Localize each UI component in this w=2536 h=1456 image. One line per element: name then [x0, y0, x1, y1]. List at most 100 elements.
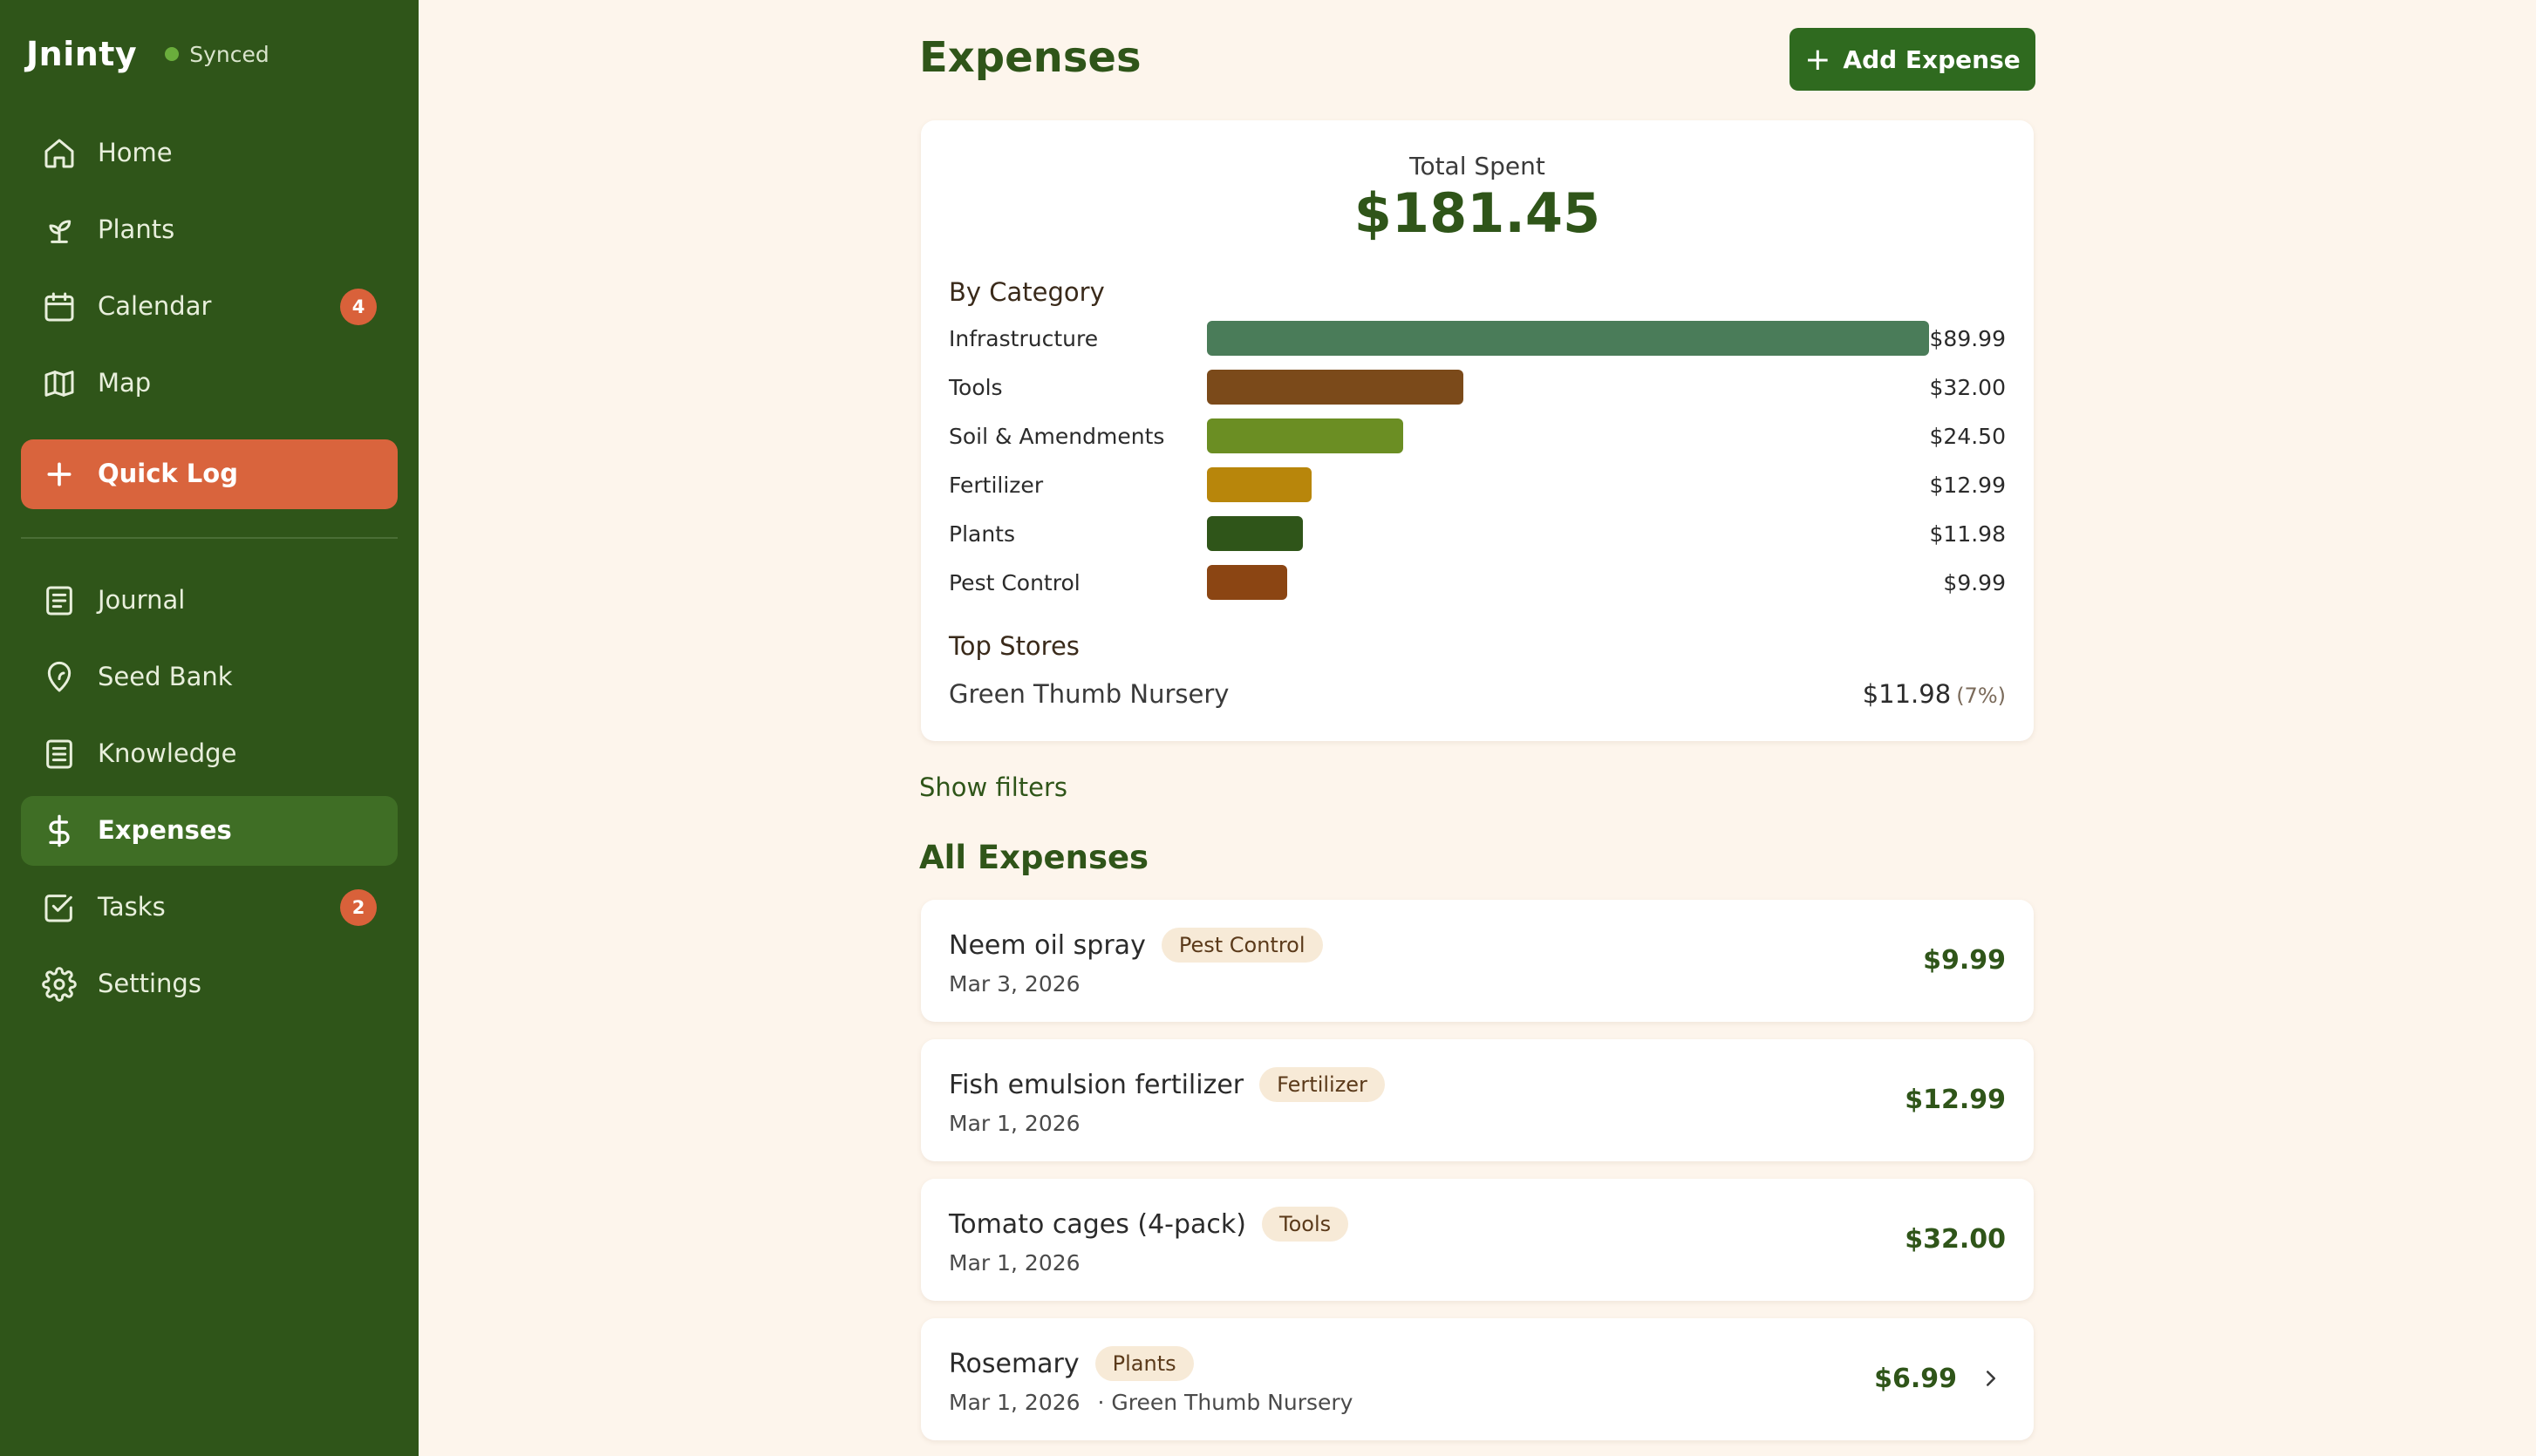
sidebar-item-home[interactable]: Home [21, 119, 398, 188]
category-row: Soil & Amendments $24.50 [949, 418, 2006, 453]
sync-status-dot [165, 47, 180, 61]
category-row: Fertilizer $12.99 [949, 467, 2006, 502]
expense-category-tag: Pest Control [1161, 928, 1323, 963]
journal-icon [42, 583, 77, 618]
expense-meta: Mar 1, 2026 [949, 1250, 1081, 1276]
brand: Jninty Synced [26, 35, 269, 73]
book-icon [42, 737, 77, 772]
category-name: Plants [949, 521, 1016, 547]
sidebar-divider [21, 537, 398, 539]
top-store-percent: (7%) [1956, 684, 2006, 708]
home-icon [42, 136, 77, 171]
category-name: Pest Control [949, 570, 1081, 595]
category-bar [1207, 370, 1463, 405]
add-expense-button[interactable]: + Add Expense [1790, 28, 2035, 91]
category-name: Infrastructure [949, 326, 1099, 351]
add-expense-label: Add Expense [1843, 44, 2021, 74]
quick-log-label: Quick Log [98, 459, 238, 488]
page-title: Expenses [919, 33, 1142, 82]
category-bar [1207, 467, 1312, 502]
sidebar: Jninty Synced Home Plants Calend [0, 0, 419, 1456]
show-filters-link[interactable]: Show filters [919, 772, 1068, 802]
map-icon [42, 366, 77, 401]
expense-amount: $9.99 [1923, 945, 2006, 976]
sidebar-item-map[interactable]: Map [21, 349, 398, 418]
sidebar-item-label: Knowledge [98, 738, 237, 768]
expense-title-row: Neem oil spray Pest Control [949, 928, 1323, 963]
expense-summary-card: Total Spent $181.45 By Category Infrastr… [921, 120, 2034, 741]
sidebar-item-knowledge[interactable]: Knowledge [21, 719, 398, 789]
category-bar [1207, 321, 1929, 356]
expense-date: Mar 1, 2026 [949, 1111, 1081, 1136]
expense-name: Rosemary [949, 1348, 1080, 1379]
total-spent-label: Total Spent [1409, 152, 1545, 180]
expense-amount: $32.00 [1905, 1224, 2006, 1255]
expense-category-tag: Fertilizer [1259, 1067, 1385, 1102]
expense-meta: Mar 1, 2026 [949, 1111, 1081, 1136]
top-store-total: $11.98 [1862, 679, 1952, 709]
expense-name: Tomato cages (4-pack) [949, 1208, 1247, 1240]
category-name: Soil & Amendments [949, 424, 1165, 449]
category-row: Infrastructure $89.99 [949, 321, 2006, 356]
category-name: Fertilizer [949, 473, 1044, 498]
category-amount: $12.99 [1929, 473, 2006, 498]
sidebar-item-label: Journal [98, 585, 186, 615]
expense-date: Mar 3, 2026 [949, 971, 1081, 997]
expense-title-row: Fish emulsion fertilizer Fertilizer [949, 1067, 1385, 1102]
expense-list-item[interactable]: Tomato cages (4-pack) Tools Mar 1, 2026 … [921, 1179, 2034, 1301]
expense-list-item[interactable]: Rosemary Plants Mar 1, 2026 · Green Thum… [921, 1318, 2034, 1440]
expense-store: · Green Thumb Nursery [1097, 1390, 1353, 1415]
sidebar-item-label: Seed Bank [98, 662, 233, 691]
sidebar-item-tasks[interactable]: Tasks 2 [21, 873, 398, 942]
expense-meta: Mar 1, 2026 · Green Thumb Nursery [949, 1390, 1353, 1415]
plus-icon [42, 457, 77, 492]
sidebar-item-plants[interactable]: Plants [21, 195, 398, 265]
quick-log-button[interactable]: Quick Log [21, 439, 398, 509]
expense-amount: $6.99 [1874, 1364, 1957, 1394]
top-store-amount: $11.98 (7%) [1863, 679, 2006, 709]
expense-date: Mar 1, 2026 [949, 1250, 1081, 1276]
app-logo[interactable]: Jninty [26, 35, 138, 73]
sidebar-item-seed-bank[interactable]: Seed Bank [21, 643, 398, 712]
sidebar-item-calendar[interactable]: Calendar 4 [21, 272, 398, 342]
expense-title-row: Rosemary Plants [949, 1346, 1194, 1381]
checkbox-icon [42, 890, 77, 925]
chevron-right-icon[interactable] [1978, 1365, 2004, 1391]
category-bar [1207, 565, 1287, 600]
expense-list-item[interactable]: Fish emulsion fertilizer Fertilizer Mar … [921, 1039, 2034, 1161]
category-amount: $11.98 [1929, 521, 2006, 547]
sprout-icon [42, 213, 77, 248]
expense-amount: $12.99 [1905, 1085, 2006, 1115]
sidebar-item-label: Expenses [98, 815, 232, 845]
tasks-count-badge: 2 [340, 889, 377, 926]
top-store-name: Green Thumb Nursery [949, 679, 1230, 709]
expense-list-item[interactable]: Neem oil spray Pest Control Mar 3, 2026 … [921, 900, 2034, 1022]
category-amount: $89.99 [1929, 326, 2006, 351]
plus-icon: + [1804, 41, 1831, 78]
sidebar-item-expenses[interactable]: Expenses [21, 796, 398, 866]
expense-category-tag: Tools [1262, 1207, 1349, 1242]
category-name: Tools [949, 375, 1003, 400]
expense-name: Neem oil spray [949, 929, 1146, 961]
sidebar-item-journal[interactable]: Journal [21, 566, 398, 636]
category-amount: $9.99 [1943, 570, 2006, 595]
top-stores-heading: Top Stores [949, 631, 1080, 661]
expense-title-row: Tomato cages (4-pack) Tools [949, 1207, 1349, 1242]
gear-icon [42, 967, 77, 1002]
expense-name: Fish emulsion fertilizer [949, 1069, 1244, 1100]
sidebar-item-settings[interactable]: Settings [21, 949, 398, 1019]
seed-icon [42, 660, 77, 695]
sync-status-text: Synced [189, 41, 269, 67]
dollar-icon [42, 813, 77, 848]
sidebar-item-label: Settings [98, 969, 201, 998]
by-category-heading: By Category [949, 277, 1105, 307]
sidebar-item-label: Home [98, 138, 173, 167]
category-amount: $24.50 [1929, 424, 2006, 449]
calendar-icon [42, 289, 77, 324]
all-expenses-heading: All Expenses [919, 839, 1149, 876]
expense-category-tag: Plants [1094, 1346, 1194, 1381]
sidebar-item-label: Map [98, 368, 152, 398]
category-row: Tools $32.00 [949, 370, 2006, 405]
category-row: Plants $11.98 [949, 516, 2006, 551]
total-spent-value: $181.45 [1353, 181, 1601, 245]
